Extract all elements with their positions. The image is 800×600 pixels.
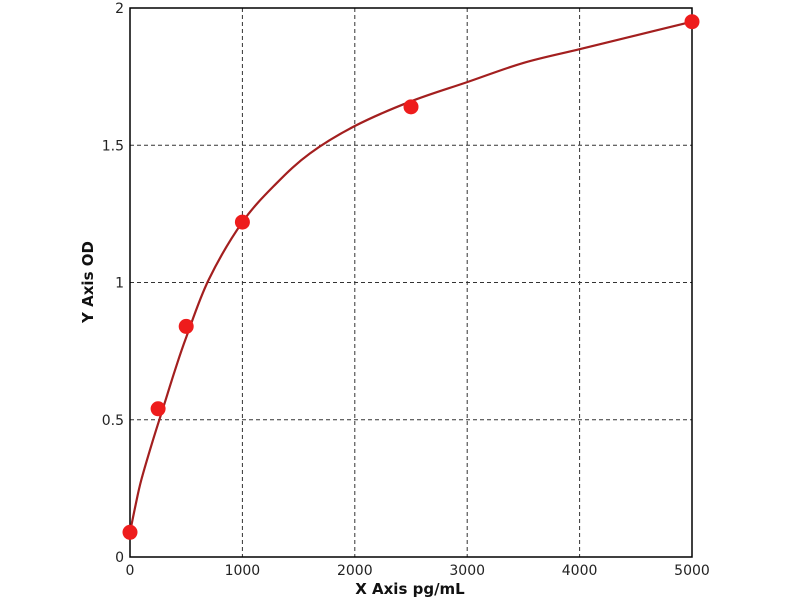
y-tick-label: 1.5 [102, 138, 124, 154]
data-point [234, 214, 250, 230]
x-tick-label: 3000 [449, 563, 485, 579]
fitted-curve-line [128, 20, 693, 533]
y-tick-label: 2 [115, 1, 124, 17]
y-tick-label: 0 [115, 550, 124, 566]
data-point [403, 99, 419, 115]
plot-area-frame [129, 7, 693, 558]
x-tick-label: 2000 [337, 563, 373, 579]
data-point [150, 401, 166, 417]
data-point [684, 14, 700, 30]
tick-labels: 0 1000 2000 3000 4000 5000 0 0.5 1 1.5 2 [102, 1, 710, 579]
x-axis-title: X Axis pg/mL [355, 580, 465, 598]
grid-lines [130, 8, 692, 557]
y-axis-title: Y Axis OD [79, 241, 97, 324]
data-point [122, 524, 138, 540]
x-tick-label: 4000 [562, 563, 598, 579]
x-tick-label: 0 [126, 563, 135, 579]
x-tick-label: 5000 [674, 563, 710, 579]
x-tick-label: 1000 [225, 563, 261, 579]
y-tick-label: 1 [115, 276, 124, 292]
data-point [178, 318, 194, 334]
y-tick-label: 0.5 [102, 413, 124, 429]
data-points [122, 14, 700, 540]
